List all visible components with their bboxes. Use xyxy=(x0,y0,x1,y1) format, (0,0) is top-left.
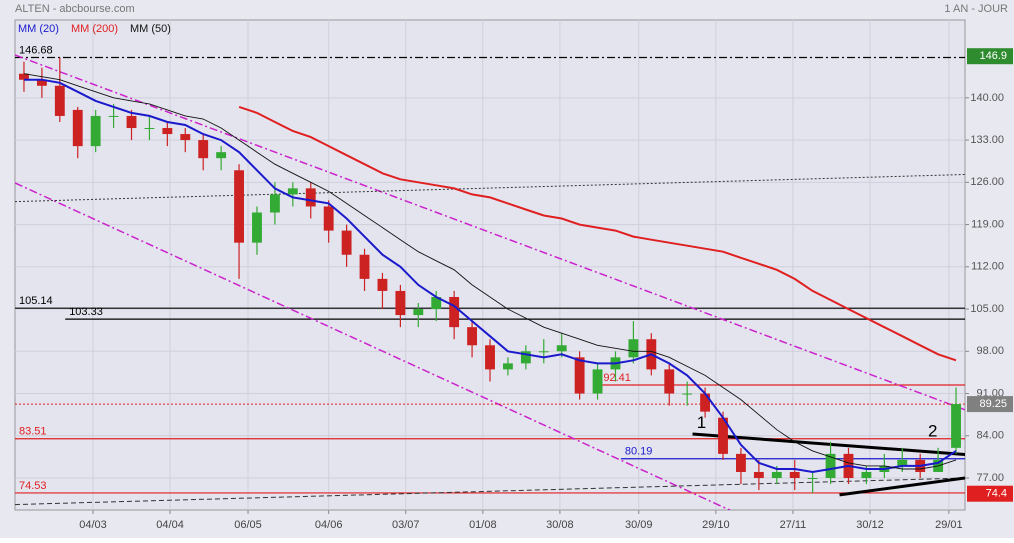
candle-body xyxy=(234,170,244,243)
x-tick-label: 04/04 xyxy=(156,519,184,531)
candle-body xyxy=(72,109,83,147)
candle-body xyxy=(628,339,639,358)
candle-body xyxy=(54,85,65,116)
candle-body xyxy=(556,345,567,352)
price-box-label: 146.9 xyxy=(979,50,1007,62)
price-box xyxy=(967,396,1013,413)
legend-entry: MM (50) xyxy=(130,23,171,35)
candle-body xyxy=(771,471,782,479)
trendline xyxy=(15,182,732,510)
candle-body xyxy=(90,115,101,147)
candle-body xyxy=(700,393,711,412)
price-box-label: 74.4 xyxy=(986,488,1007,500)
y-tick-label: 98.00 xyxy=(976,345,1004,357)
candle-body xyxy=(19,73,29,80)
annotation: 2 xyxy=(928,422,937,441)
candle-body xyxy=(467,327,478,346)
x-tick-label: 29/01 xyxy=(935,519,963,531)
level-label: 146.68 xyxy=(19,44,53,56)
y-tick-label: 140.00 xyxy=(970,92,1004,104)
level-label: 103.33 xyxy=(69,306,103,318)
candle-body xyxy=(36,79,47,86)
trendline xyxy=(15,477,965,506)
price-box-label: 89.25 xyxy=(979,398,1007,410)
candle-body xyxy=(395,290,406,316)
ma-line xyxy=(23,73,957,470)
x-tick-label: 27/11 xyxy=(780,519,807,531)
candle-body xyxy=(753,471,764,479)
x-tick-label: 04/03 xyxy=(79,519,107,531)
candle-body xyxy=(664,369,675,394)
candle-body xyxy=(126,115,137,129)
candle-body xyxy=(807,478,818,480)
level-label: 83.51 xyxy=(19,426,47,438)
price-box xyxy=(967,48,1013,65)
y-tick-label: 77.00 xyxy=(976,472,1004,484)
candle-body xyxy=(538,351,549,353)
candle-body xyxy=(951,404,961,448)
x-tick-label: 01/08 xyxy=(469,519,497,531)
y-tick-label: 112.00 xyxy=(971,261,1004,273)
candle-body xyxy=(574,357,585,394)
x-tick-label: 30/09 xyxy=(625,519,653,531)
y-tick-label: 105.00 xyxy=(970,303,1004,315)
candle-body xyxy=(216,152,227,159)
candle-body xyxy=(861,471,872,479)
plot xyxy=(15,20,965,510)
x-tick-label: 03/07 xyxy=(392,519,420,531)
candle-body xyxy=(592,369,603,394)
candle-body xyxy=(252,212,262,243)
candle-body xyxy=(431,296,442,310)
candle-body xyxy=(897,459,908,466)
annotation: 1 xyxy=(697,413,706,432)
candle-body xyxy=(323,206,334,231)
candle-body xyxy=(180,134,191,141)
y-tick-label: 133.00 xyxy=(970,134,1004,146)
candle-body xyxy=(162,128,173,135)
level-label: 92.41 xyxy=(603,372,631,384)
candle-body xyxy=(144,128,155,130)
candle-body xyxy=(198,140,209,159)
level-label: 105.14 xyxy=(19,295,53,307)
level-label: 74.53 xyxy=(19,480,47,492)
ma-line xyxy=(238,105,957,362)
candle-body xyxy=(341,230,352,255)
y-tick-label: 126.00 xyxy=(970,176,1004,188)
candle-body xyxy=(682,393,693,395)
x-tick-label: 04/06 xyxy=(315,519,343,531)
candle-body xyxy=(359,254,370,279)
candle-body xyxy=(736,453,746,472)
legend-entry: MM (20) xyxy=(18,23,59,35)
candle-body xyxy=(718,417,728,454)
x-tick-label: 30/12 xyxy=(856,519,884,531)
candle-body xyxy=(520,351,531,364)
candle-body xyxy=(108,115,119,117)
x-tick-label: 06/05 xyxy=(234,519,262,531)
candle-body xyxy=(269,194,280,213)
price-box xyxy=(967,485,1013,502)
level-label: 80.19 xyxy=(625,446,653,458)
x-tick-label: 29/10 xyxy=(702,519,730,531)
legend-entry: MM (200) xyxy=(71,23,118,35)
x-tick-label: 30/08 xyxy=(546,519,574,531)
candle-body xyxy=(305,188,316,207)
plot-area xyxy=(14,19,966,511)
y-tick-label: 84.00 xyxy=(976,430,1004,442)
trendline xyxy=(839,476,965,497)
candle-body xyxy=(485,345,495,370)
candle-body xyxy=(825,453,836,479)
chart-title: ALTEN - abcbourse.com xyxy=(15,3,135,15)
trendline xyxy=(15,54,965,411)
ma-line xyxy=(24,78,957,474)
candle-body xyxy=(502,363,513,370)
candle-body xyxy=(789,471,800,479)
candle-body xyxy=(413,309,424,316)
trendline xyxy=(692,432,965,456)
candle-body xyxy=(377,278,388,291)
y-tick-label: 119.00 xyxy=(971,218,1004,230)
candle-body xyxy=(287,188,298,195)
candle-body xyxy=(449,296,460,328)
period: 1 AN - JOUR xyxy=(944,3,1008,15)
